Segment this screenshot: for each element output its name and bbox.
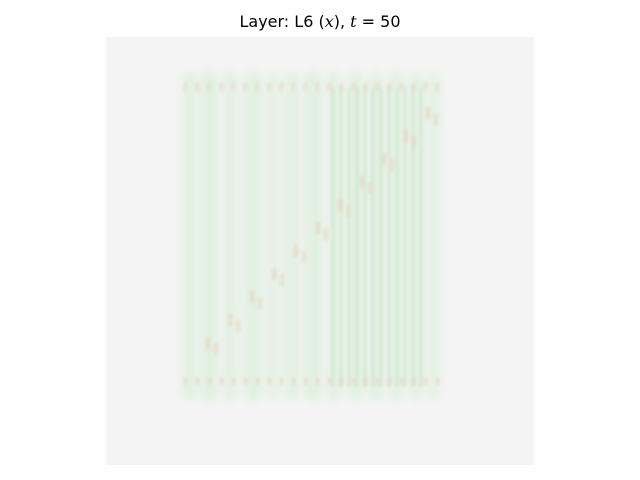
heatmap-diagonal-mark <box>382 153 386 165</box>
heatmap-edge-mark <box>376 83 379 91</box>
heatmap-edge-mark <box>376 377 379 385</box>
heatmap-edge-mark <box>316 83 319 91</box>
heatmap-edge-mark <box>304 377 307 385</box>
heatmap-stripe <box>404 87 406 387</box>
heatmap-edge-mark <box>424 377 427 385</box>
heatmap-diagonal-mark <box>250 291 254 303</box>
heatmap-edge-mark <box>328 83 331 91</box>
heatmap-edge-mark <box>232 377 235 385</box>
heatmap-edge-mark <box>268 83 271 91</box>
heatmap-edge-mark <box>184 83 187 91</box>
heatmap-diagonal-mark <box>272 268 276 280</box>
heatmap-edge-mark <box>208 377 211 385</box>
heatmap-diagonal-mark <box>316 222 320 234</box>
heatmap-edge-mark <box>280 377 283 385</box>
heatmap-edge-mark <box>412 377 415 385</box>
heatmap-edge-mark <box>232 83 235 91</box>
heatmap-edge-mark <box>352 377 355 385</box>
heatmap-edge-mark <box>436 83 439 91</box>
heatmap-panel <box>106 37 534 465</box>
heatmap-diagonal-mark <box>294 245 298 257</box>
heatmap-diagonal-marks <box>184 83 439 385</box>
heatmap-diagonal-mark <box>214 343 218 355</box>
heatmap-diagonal-mark <box>258 297 262 309</box>
heatmap-edge-mark <box>292 83 295 91</box>
heatmap-edge-mark <box>364 377 367 385</box>
heatmap-stripe <box>348 87 350 387</box>
heatmap-stripe <box>364 87 366 387</box>
heatmap-edge-mark <box>280 83 283 91</box>
heatmap-diagonal-mark <box>404 130 408 142</box>
title-variable: x <box>324 12 334 31</box>
heatmap-thin-lines <box>332 87 422 387</box>
heatmap-edge-mark <box>412 83 415 91</box>
heatmap-diagonal-mark <box>302 251 306 263</box>
heatmap-diagonal-mark <box>346 205 350 217</box>
heatmap-edge-mark <box>244 377 247 385</box>
heatmap-diagonal-mark <box>338 199 342 211</box>
heatmap-edge-mark <box>196 377 199 385</box>
heatmap-edge-mark <box>208 83 211 91</box>
heatmap-edge-mark <box>436 377 439 385</box>
heatmap-edge-mark <box>340 377 343 385</box>
plot-title: Layer: L6 (x), t = 50 <box>239 12 401 31</box>
heatmap-stripe <box>380 87 382 387</box>
heatmap-edge-mark <box>328 377 331 385</box>
heatmap-stripe <box>340 87 342 387</box>
heatmap-stripe <box>412 87 414 387</box>
title-time-symbol: t <box>350 12 357 31</box>
heatmap-diagonal-mark <box>434 113 438 125</box>
heatmap-edge-mark <box>400 377 403 385</box>
heatmap-edge-mark <box>388 377 391 385</box>
heatmap-stripe <box>356 87 358 387</box>
heatmap-stripe <box>420 87 422 387</box>
heatmap-edge-mark <box>400 83 403 91</box>
heatmap-edge-mark <box>316 377 319 385</box>
heatmap-edge-mark <box>352 83 355 91</box>
heatmap-diagonal-mark <box>368 182 372 194</box>
heatmap-diagonal-mark <box>236 320 240 332</box>
heatmap-edge-mark <box>244 83 247 91</box>
heatmap-stripe <box>332 87 334 387</box>
heatmap-edge-mark <box>304 83 307 91</box>
heatmap-edge-mark <box>256 377 259 385</box>
heatmap-diagonal-mark <box>206 337 210 349</box>
heatmap-edge-mark <box>292 377 295 385</box>
heatmap-diagonal-mark <box>426 107 430 119</box>
heatmap-diagonal-mark <box>280 274 284 286</box>
heatmap-diagonal-mark <box>228 314 232 326</box>
heatmap-edge-mark <box>388 83 391 91</box>
heatmap-diagonal-mark <box>390 159 394 171</box>
heatmap-edge-mark <box>364 83 367 91</box>
heatmap-edge-mark <box>256 83 259 91</box>
heatmap-stripe <box>372 87 374 387</box>
heatmap-edge-mark <box>340 83 343 91</box>
heatmap-edge-mark <box>424 83 427 91</box>
heatmap-edge-mark <box>184 377 187 385</box>
heatmap-diagonal-mark <box>360 176 364 188</box>
heatmap-stripe <box>388 87 390 387</box>
heatmap-edge-mark <box>268 377 271 385</box>
heatmap-edge-mark <box>220 83 223 91</box>
heatmap-edge-mark <box>220 377 223 385</box>
heatmap-diagonal-mark <box>412 136 416 148</box>
heatmap-edge-mark <box>196 83 199 91</box>
heatmap-stripe <box>396 87 398 387</box>
heatmap-diagonal-mark <box>324 228 328 240</box>
